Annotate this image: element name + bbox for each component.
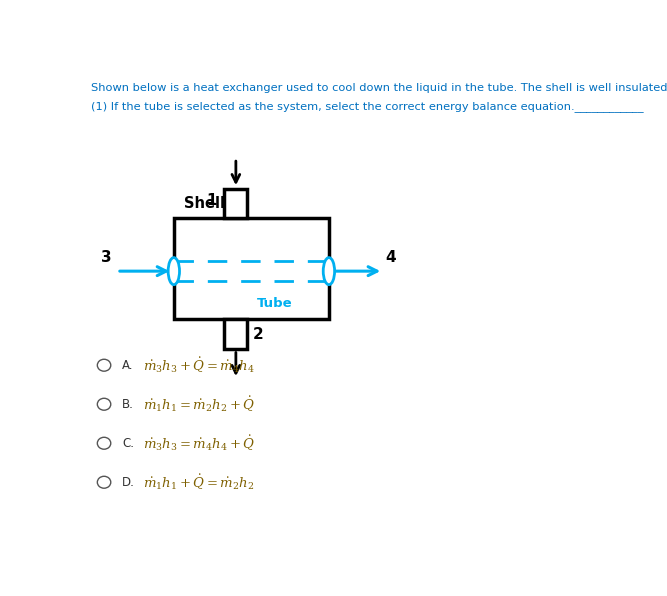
Text: $\dot{m}_3 h_3 = \dot{m}_4 h_4 + \dot{Q}$: $\dot{m}_3 h_3 = \dot{m}_4 h_4 + \dot{Q}… [143,433,255,453]
Text: Shell: Shell [184,197,225,212]
Text: B.: B. [122,398,134,411]
Ellipse shape [323,257,335,285]
Text: Tube: Tube [257,297,292,310]
Text: 4: 4 [386,250,396,265]
Text: D.: D. [122,476,135,489]
Text: $\dot{m}_1 h_1 = \dot{m}_2 h_2 + \dot{Q}$: $\dot{m}_1 h_1 = \dot{m}_2 h_2 + \dot{Q}… [143,395,255,414]
Bar [174,218,329,319]
Text: $\dot{m}_3 h_3 + \dot{Q} = \dot{m}_4 h_4$: $\dot{m}_3 h_3 + \dot{Q} = \dot{m}_4 h_4… [143,355,255,375]
Bar [224,188,247,218]
Ellipse shape [168,257,179,285]
Text: $\dot{m}_1 h_1 + \dot{Q} = \dot{m}_2 h_2$: $\dot{m}_1 h_1 + \dot{Q} = \dot{m}_2 h_2… [143,473,254,492]
Text: (1) If the tube is selected as the system, select the correct energy balance equ: (1) If the tube is selected as the syste… [91,101,644,112]
Text: A.: A. [122,359,133,372]
Bar [224,319,247,349]
Text: Shown below is a heat exchanger used to cool down the liquid in the tube. The sh: Shown below is a heat exchanger used to … [91,83,667,93]
Text: 1: 1 [206,193,217,208]
Text: C.: C. [122,437,134,450]
Text: 2: 2 [253,327,263,342]
Text: 3: 3 [101,250,112,265]
